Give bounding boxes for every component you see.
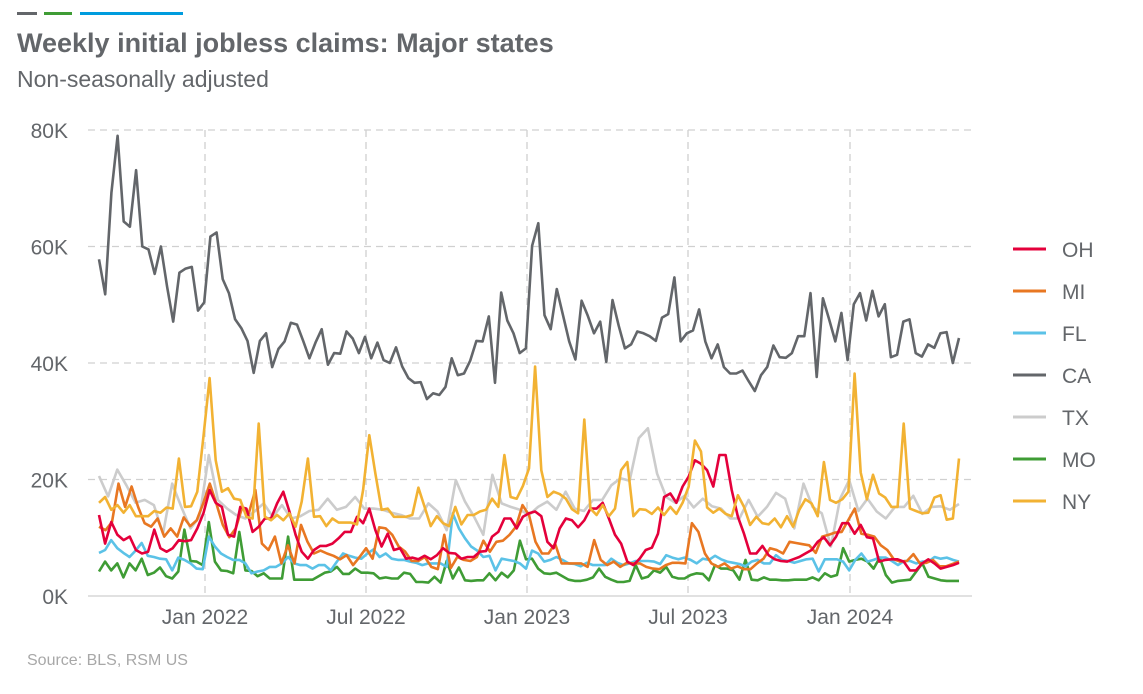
x-tick-label: Jan 2022 <box>162 606 248 629</box>
legend-item-mo[interactable]: MO <box>1013 449 1096 472</box>
legend-label: NY <box>1062 491 1091 514</box>
legend-label: MI <box>1062 281 1085 304</box>
decor-bar-gray <box>17 12 37 15</box>
legend: OH MI FL CA TX MO NY <box>1013 239 1096 514</box>
legend-label: MO <box>1062 449 1096 472</box>
legend-item-ny[interactable]: NY <box>1013 491 1091 514</box>
legend-item-tx[interactable]: TX <box>1013 407 1089 430</box>
chart-subtitle: Non-seasonally adjusted <box>17 66 269 92</box>
x-tick-label: Jan 2024 <box>807 606 894 629</box>
y-tick-label: 80K <box>31 120 68 143</box>
source-note: Source: BLS, RSM US <box>27 652 188 669</box>
legend-label: OH <box>1062 239 1094 262</box>
legend-item-oh[interactable]: OH <box>1013 239 1094 262</box>
x-tick-label: Jul 2023 <box>648 606 727 629</box>
chart-title: Weekly initial jobless claims: Major sta… <box>17 28 554 58</box>
y-tick-label: 40K <box>31 353 68 376</box>
series-line-ca <box>97 134 961 401</box>
legend-item-ca[interactable]: CA <box>1013 365 1091 388</box>
y-axis: 0K 20K 40K 60K 80K <box>31 120 68 609</box>
legend-item-mi[interactable]: MI <box>1013 281 1085 304</box>
legend-label: CA <box>1062 365 1091 388</box>
series-line-ny <box>98 365 961 529</box>
legend-item-fl[interactable]: FL <box>1013 323 1087 346</box>
grid <box>88 129 972 597</box>
x-tick-label: Jan 2023 <box>484 606 570 629</box>
legend-label: TX <box>1062 407 1089 430</box>
decor-bar-green <box>44 12 72 15</box>
y-tick-label: 0K <box>42 586 68 609</box>
legend-label: FL <box>1062 323 1087 346</box>
decor-bar-blue <box>80 12 183 15</box>
series-lines <box>97 134 961 584</box>
y-tick-label: 60K <box>31 237 68 260</box>
x-tick-label: Jul 2022 <box>326 606 405 629</box>
y-tick-label: 20K <box>31 470 68 493</box>
x-axis: Jan 2022 Jul 2022 Jan 2023 Jul 2023 Jan 2024 <box>162 606 894 629</box>
series-line-fl <box>98 511 960 575</box>
